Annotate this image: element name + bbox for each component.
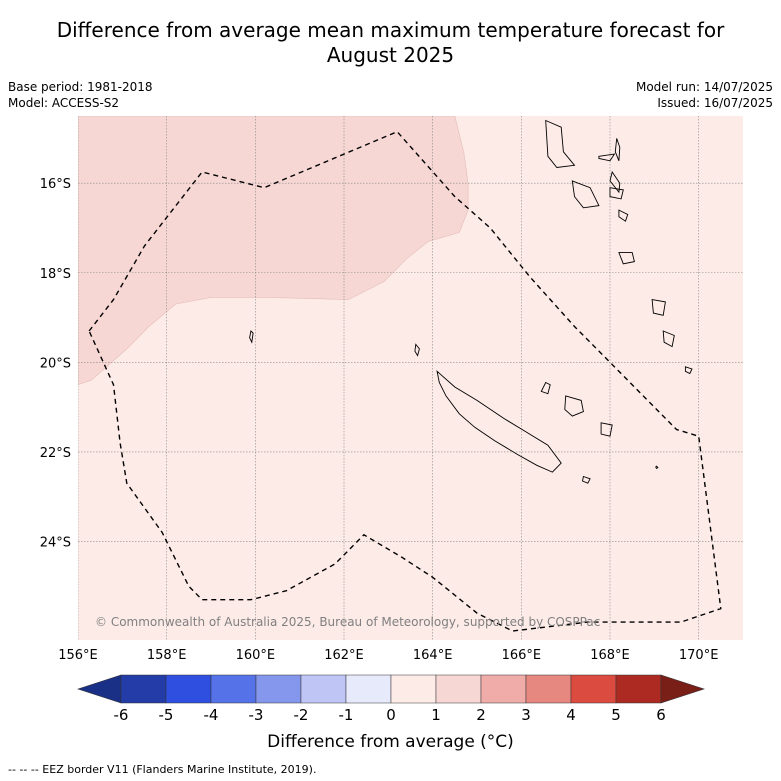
lon-tick-label-7: 170°E [679, 648, 719, 663]
colorbar-tick-12: 6 [656, 706, 666, 724]
island-mare [600, 422, 613, 437]
colorbar-segment-0 [120, 674, 167, 704]
colorbar-segment-9 [525, 674, 572, 704]
island-ambae [598, 153, 616, 162]
colorbar-segments [120, 674, 662, 704]
colorbar-tick-5: -1 [339, 706, 354, 724]
island-pentecost [609, 170, 621, 194]
colorbar-tick-7: 1 [431, 706, 441, 724]
colorbar-segment-3 [255, 674, 302, 704]
copyright-credit: © Commonwealth of Australia 2025, Bureau… [95, 615, 600, 629]
island-new-caledonia [436, 370, 562, 473]
colorbar-segment-8 [480, 674, 527, 704]
lon-tick-label-1: 158°E [147, 648, 187, 663]
island-isle-of-pines [581, 475, 591, 484]
colorbar-segment-2 [210, 674, 257, 704]
island-aneityum [684, 366, 693, 375]
colorbar-overflow-arrow [660, 674, 705, 704]
colorbar-underflow-arrow [77, 674, 122, 704]
anomaly-field-1-to-2 [78, 116, 469, 386]
model-run: Model run: 14/07/2025 [635, 80, 773, 94]
colorbar-tick-0: -6 [114, 706, 129, 724]
lon-tick-label-5: 166°E [502, 648, 542, 663]
title-line-2: August 2025 [326, 43, 455, 67]
colorbar-segment-11 [615, 674, 662, 704]
island-erromango [651, 299, 666, 316]
island-efate [618, 252, 635, 265]
lat-tick-label-0: 16°S [40, 177, 71, 192]
colorbar-tick-10: 4 [566, 706, 576, 724]
colorbar-segment-7 [435, 674, 482, 704]
lat-tick-label-3: 22°S [40, 446, 71, 461]
colorbar-segment-4 [300, 674, 347, 704]
issued-date: Issued: 16/07/2025 [657, 96, 773, 110]
island-lifou [564, 395, 584, 417]
map-gridlines [78, 116, 743, 640]
colorbar-segment-1 [165, 674, 212, 704]
lon-tick-label-6: 168°E [590, 648, 630, 663]
island-espiritu-santo [545, 119, 576, 168]
colorbar-tick-8: 2 [476, 706, 486, 724]
colorbar-tick-labels: -6 -5 -4 -3 -2 -1 0 1 2 3 4 5 6 [114, 706, 666, 724]
lat-tick-label-1: 18°S [40, 267, 71, 282]
colorbar-segment-6 [390, 674, 437, 704]
colorbar-segment-10 [570, 674, 617, 704]
colorbar-tick-11: 5 [611, 706, 621, 724]
island-matthew [655, 465, 659, 470]
colorbar-tick-2: -4 [204, 706, 219, 724]
island-epi [618, 209, 629, 222]
colorbar-tick-1: -5 [159, 706, 174, 724]
coastlines [249, 119, 693, 484]
meta-left: Base period: 1981-2018 Model: ACCESS-S2 [8, 79, 153, 111]
chart-title: Difference from average mean maximum tem… [0, 18, 781, 68]
island-chesterfield [249, 330, 254, 344]
lat-tick-label-2: 20°S [40, 356, 71, 371]
eez-legend-note: -- -- -- EEZ border V11 (Flanders Marine… [8, 763, 317, 776]
island-ambrym [609, 187, 624, 200]
colorbar-tick-9: 3 [521, 706, 531, 724]
lat-tick-label-4: 24°S [40, 535, 71, 550]
lon-tick-label-2: 160°E [236, 648, 276, 663]
colorbar-tick-4: -2 [294, 706, 309, 724]
colorbar-label: Difference from average (°C) [267, 732, 514, 752]
base-period: Base period: 1981-2018 [8, 80, 153, 94]
island-maewo [614, 138, 621, 161]
island-malekula [571, 180, 600, 209]
title-line-1: Difference from average mean maximum tem… [56, 18, 725, 42]
longitude-tick-labels: 156°E 158°E 160°E 162°E 164°E 166°E 168°E 170°E [58, 648, 718, 663]
latitude-tick-labels: 16°S 18°S 20°S 22°S 24°S [40, 177, 71, 550]
island-ouvea [540, 381, 551, 395]
lon-tick-label-3: 162°E [324, 648, 364, 663]
island-belep [414, 343, 420, 357]
meta-right: Model run: 14/07/2025 Issued: 16/07/2025 [636, 79, 773, 111]
colorbar-tick-6: 0 [386, 706, 396, 724]
lon-tick-label-4: 164°E [413, 648, 453, 663]
model-name: Model: ACCESS-S2 [8, 96, 120, 110]
colorbar-tick-3: -3 [249, 706, 264, 724]
colorbar-segment-5 [345, 674, 392, 704]
lon-tick-label-0: 156°E [58, 648, 98, 663]
colorbar: -6 -5 -4 -3 -2 -1 0 1 2 3 4 5 6 [77, 674, 705, 724]
eez-border-line [88, 130, 722, 632]
island-tanna [662, 330, 675, 348]
